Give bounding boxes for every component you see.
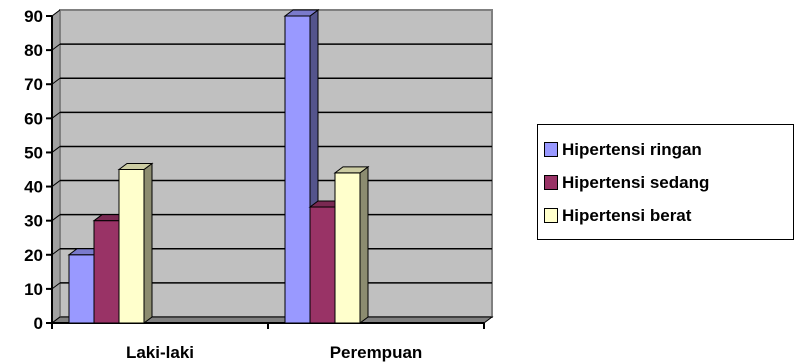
bar-side [359,165,369,324]
y-tick-label: 10 [24,280,43,299]
gridline-diagonal [51,77,61,85]
y-tick-label: 90 [24,7,43,26]
y-tick-label: 40 [24,178,43,197]
bar-front [309,206,336,324]
y-tick-label: 50 [24,143,43,162]
y-tick-label: 0 [34,314,43,333]
y-tick-label: 20 [24,246,43,265]
gridline-diagonal [51,9,61,17]
y-tick-label: 60 [24,109,43,128]
legend-item-ringan: Hipertensi ringan [544,133,793,166]
y-tick-label: 80 [24,41,43,60]
y-tick-label: 70 [24,75,43,94]
legend-label-sedang: Hipertensi sedang [562,172,710,192]
legend-label-ringan: Hipertensi ringan [562,139,702,159]
bar-front [118,169,145,324]
gridline-diagonal [51,180,61,187]
legend-swatch-sedang [544,175,558,190]
y-tick-label: 30 [24,212,43,231]
gridline-diagonal [51,111,61,119]
legend-item-berat: Hipertensi berat [544,199,793,232]
legend-swatch-ringan [544,142,558,157]
gridline-diagonal [51,43,61,51]
bar-front [334,172,361,324]
bar-top [283,9,320,17]
bar-side [143,162,153,324]
x-category-label: Laki-laki [126,343,194,362]
bar-top [117,163,154,170]
legend-label-berat: Hipertensi berat [562,205,692,225]
bar-top [333,166,370,174]
bar-front [93,220,120,324]
side-wall [51,9,61,324]
bar-front [284,15,311,324]
gridline-diagonal [51,214,61,222]
gridline-diagonal [51,282,61,290]
bar-front [68,254,95,324]
legend-item-sedang: Hipertensi sedang [544,166,793,199]
gridline-diagonal [51,146,61,153]
gridline-diagonal [51,248,61,256]
legend: Hipertensi ringan Hipertensi sedang Hipe… [537,124,794,240]
legend-swatch-berat [544,208,558,223]
x-category-label: Perempuan [330,343,423,362]
